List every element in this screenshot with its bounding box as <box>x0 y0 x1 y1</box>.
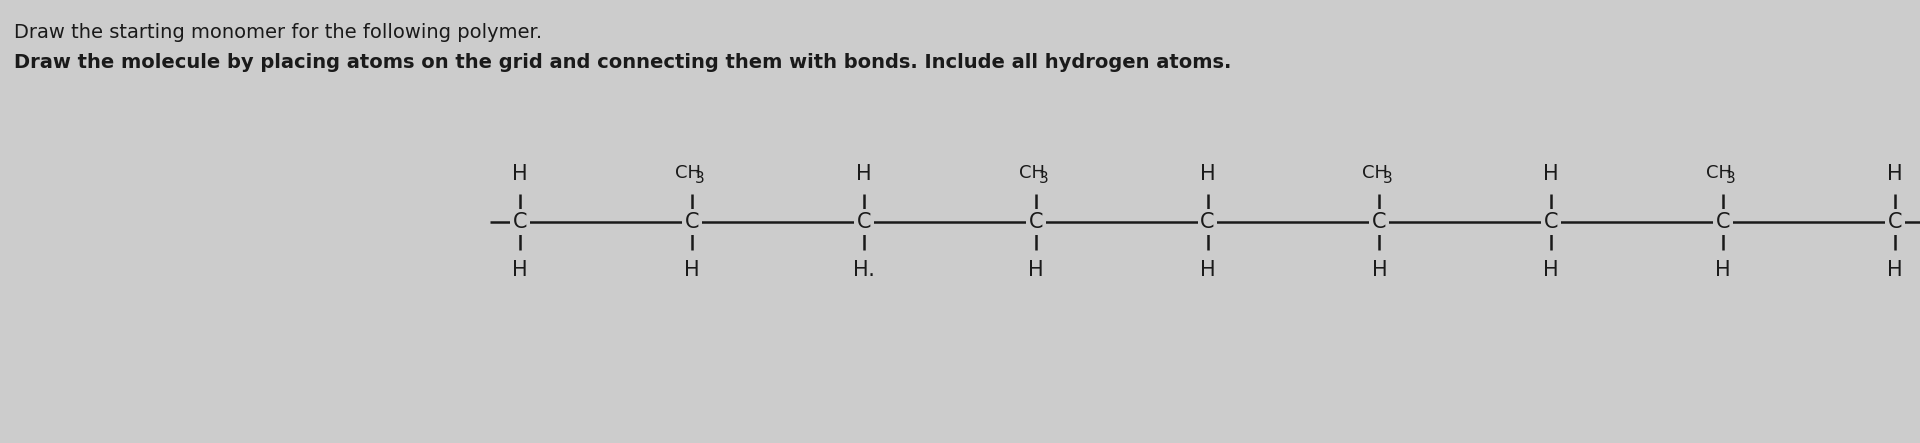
Text: H: H <box>513 164 528 184</box>
Text: C: C <box>1716 212 1730 232</box>
Text: 3: 3 <box>1382 171 1392 186</box>
Text: H: H <box>684 260 699 280</box>
Text: CH: CH <box>1020 164 1044 182</box>
Text: H: H <box>1887 260 1903 280</box>
Text: H: H <box>1544 260 1559 280</box>
Text: H: H <box>1715 260 1732 280</box>
Text: C: C <box>1029 212 1043 232</box>
Text: C: C <box>1373 212 1386 232</box>
Text: CH: CH <box>674 164 701 182</box>
Text: H: H <box>1200 260 1215 280</box>
Text: 3: 3 <box>695 171 705 186</box>
Text: Draw the starting monomer for the following polymer.: Draw the starting monomer for the follow… <box>13 23 541 42</box>
Text: 3: 3 <box>1726 171 1736 186</box>
Text: H: H <box>1200 164 1215 184</box>
Text: CH: CH <box>1707 164 1732 182</box>
Text: 3: 3 <box>1039 171 1048 186</box>
Text: C: C <box>513 212 528 232</box>
Text: H: H <box>1027 260 1043 280</box>
Text: H: H <box>856 164 872 184</box>
Text: H: H <box>513 260 528 280</box>
Text: C: C <box>1544 212 1559 232</box>
Text: H: H <box>1544 164 1559 184</box>
Text: C: C <box>1200 212 1215 232</box>
Text: H: H <box>1887 164 1903 184</box>
Text: H: H <box>1371 260 1386 280</box>
Text: C: C <box>685 212 699 232</box>
Text: H.: H. <box>852 260 876 280</box>
Text: CH: CH <box>1363 164 1388 182</box>
Text: C: C <box>1887 212 1903 232</box>
Text: Draw the molecule by placing atoms on the grid and connecting them with bonds. I: Draw the molecule by placing atoms on th… <box>13 53 1231 72</box>
Text: C: C <box>856 212 872 232</box>
